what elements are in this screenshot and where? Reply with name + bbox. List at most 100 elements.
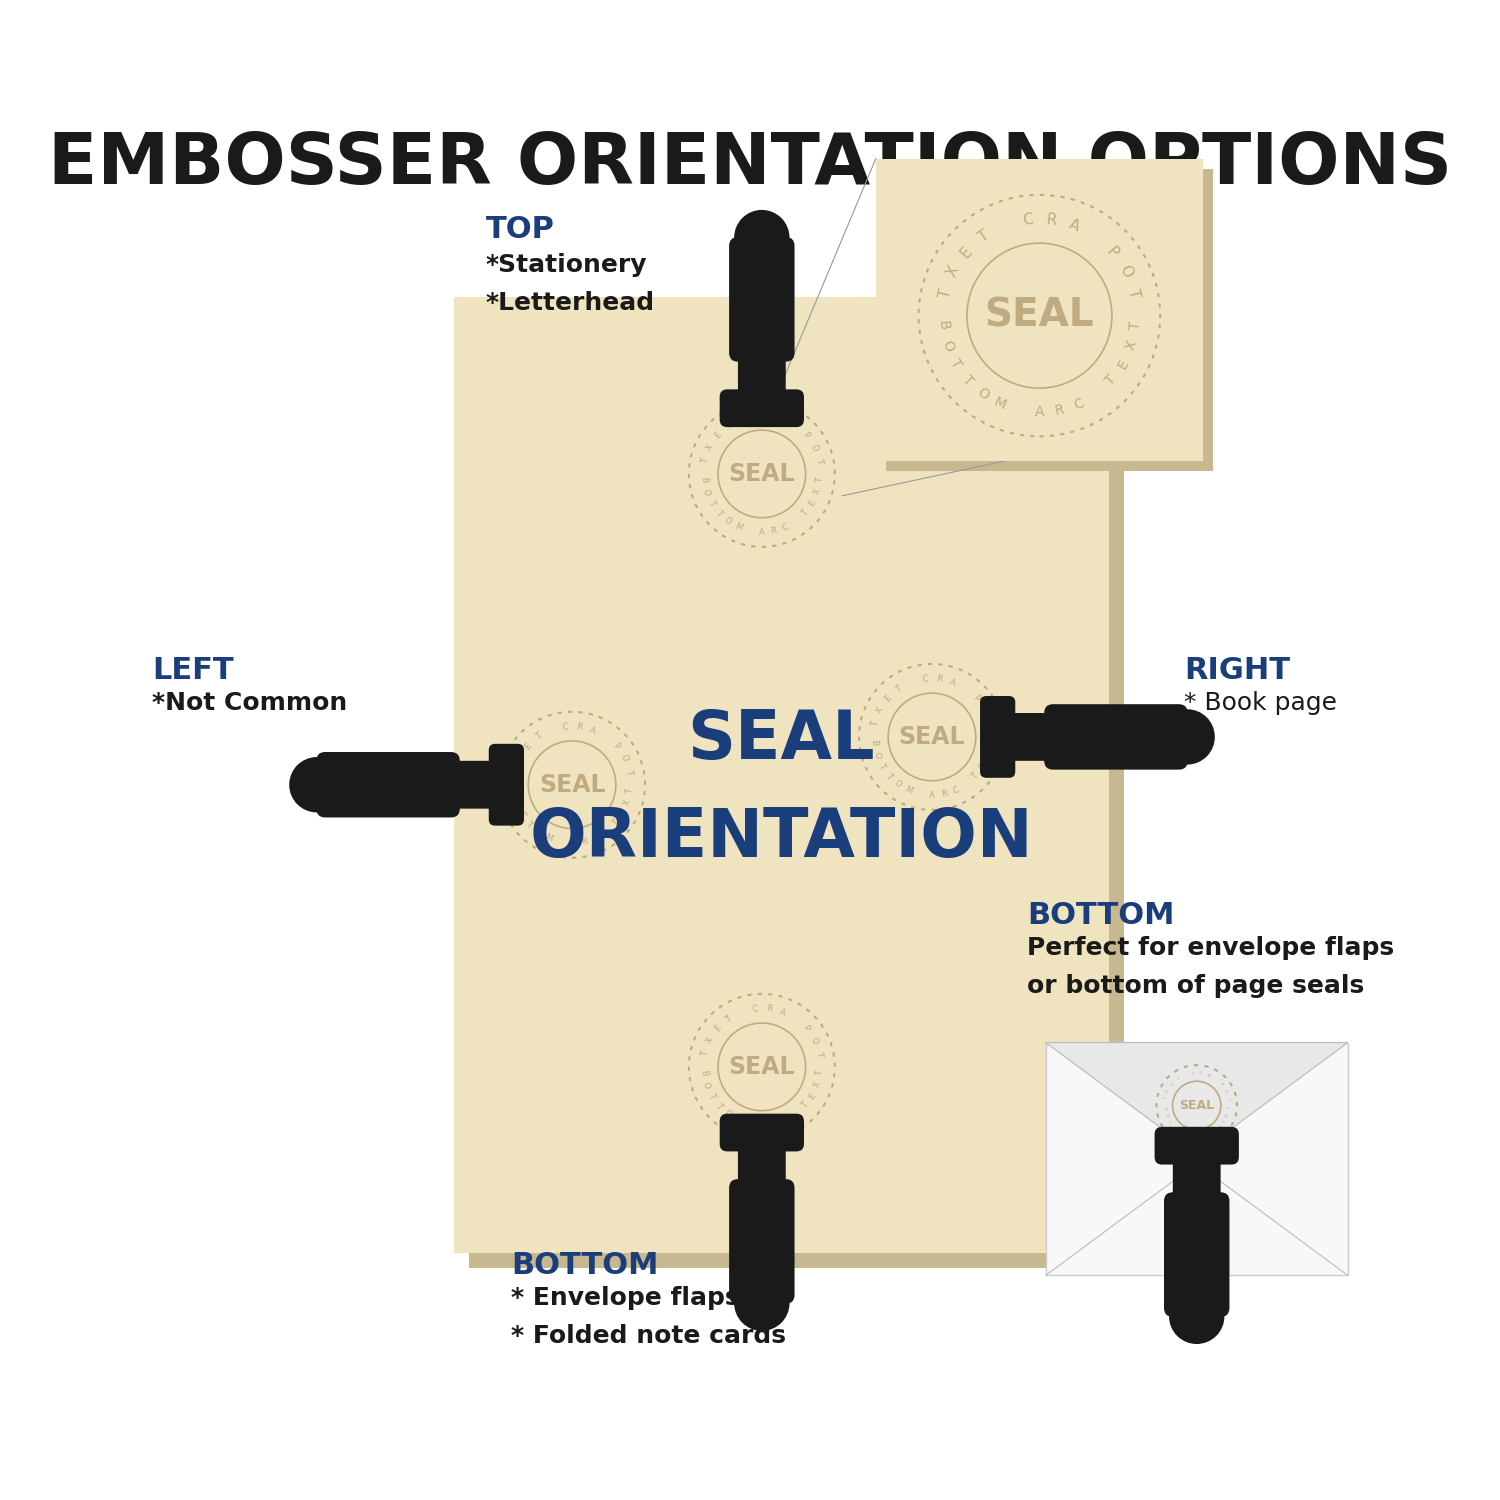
Text: * Envelope flaps: * Envelope flaps [512, 1286, 740, 1310]
Text: B: B [936, 320, 951, 332]
Text: T: T [1170, 1125, 1174, 1130]
Text: O: O [939, 338, 956, 352]
Text: B: B [868, 740, 879, 747]
Text: T: T [976, 228, 992, 246]
Text: R: R [765, 411, 772, 422]
Text: E: E [1114, 357, 1131, 370]
Text: T: T [1125, 288, 1142, 300]
Text: A: A [759, 1120, 765, 1130]
Text: M: M [543, 833, 554, 843]
Text: T: T [524, 819, 534, 828]
Text: X: X [1226, 1113, 1230, 1118]
Circle shape [1168, 1288, 1224, 1344]
Text: T: T [800, 1101, 810, 1112]
Text: SEAL: SEAL [687, 706, 876, 772]
Circle shape [734, 210, 789, 266]
Text: X: X [514, 753, 525, 764]
Text: T: T [984, 720, 994, 728]
Text: O: O [532, 827, 543, 837]
Text: A: A [1066, 216, 1082, 234]
Text: R: R [576, 722, 582, 732]
FancyBboxPatch shape [489, 744, 524, 825]
FancyBboxPatch shape [1004, 712, 1058, 760]
Text: R: R [940, 789, 948, 800]
FancyBboxPatch shape [470, 312, 1124, 1269]
Text: X: X [1124, 339, 1140, 352]
Text: T: T [800, 509, 810, 518]
Text: R: R [1198, 1071, 1203, 1076]
Text: A: A [928, 790, 934, 800]
Text: E: E [978, 762, 987, 771]
Text: M: M [1180, 1132, 1186, 1137]
Text: O: O [1222, 1089, 1228, 1094]
Text: C: C [752, 411, 758, 422]
Text: T: T [706, 498, 717, 507]
Text: R: R [765, 1004, 772, 1014]
Text: T: T [1218, 1125, 1222, 1130]
Text: B: B [699, 477, 708, 483]
Text: T: T [714, 509, 723, 518]
Text: C: C [1071, 396, 1086, 412]
Text: E: E [618, 810, 628, 819]
Text: X: X [705, 442, 716, 452]
Text: E: E [957, 243, 975, 261]
Text: or bottom of page seals: or bottom of page seals [1028, 974, 1364, 998]
FancyBboxPatch shape [316, 752, 460, 818]
Text: X: X [874, 706, 885, 716]
Text: O: O [722, 516, 734, 526]
Text: C: C [561, 722, 568, 732]
Text: T: T [884, 771, 894, 782]
Text: E: E [1170, 1082, 1174, 1086]
FancyBboxPatch shape [1164, 1192, 1230, 1317]
Text: T: T [714, 1101, 723, 1112]
Text: M: M [734, 522, 742, 532]
Circle shape [734, 1275, 789, 1330]
FancyBboxPatch shape [720, 390, 804, 427]
Text: X: X [622, 798, 633, 807]
Text: E: E [884, 693, 892, 703]
FancyBboxPatch shape [876, 159, 1203, 460]
FancyBboxPatch shape [738, 348, 786, 402]
Text: E: E [712, 1023, 723, 1034]
Polygon shape [1046, 1042, 1347, 1155]
Text: A: A [778, 1007, 788, 1017]
Text: A: A [1206, 1072, 1210, 1077]
Text: T: T [948, 357, 964, 370]
Text: R: R [1053, 402, 1065, 418]
Text: O: O [618, 753, 630, 764]
Text: A: A [759, 528, 765, 537]
FancyBboxPatch shape [1046, 1042, 1347, 1275]
Text: *Stationery: *Stationery [486, 254, 646, 278]
Text: T: T [815, 1070, 825, 1076]
Text: T: T [894, 684, 903, 694]
Text: M: M [903, 784, 914, 796]
FancyBboxPatch shape [738, 1138, 786, 1192]
FancyBboxPatch shape [729, 237, 795, 362]
Text: T: T [626, 788, 634, 794]
Text: O: O [700, 1080, 711, 1089]
Text: O: O [892, 778, 903, 789]
Text: C: C [782, 1114, 790, 1125]
Text: R: R [936, 674, 942, 684]
Text: P: P [801, 1023, 812, 1034]
Text: E: E [807, 1092, 818, 1101]
Text: C: C [1208, 1132, 1212, 1137]
Text: O: O [808, 1035, 819, 1046]
Text: O: O [974, 386, 992, 402]
Text: R: R [1046, 211, 1058, 228]
Text: B: B [699, 1070, 708, 1077]
Text: T: T [624, 768, 634, 776]
Text: X: X [705, 1035, 716, 1046]
Text: EMBOSSER ORIENTATION OPTIONS: EMBOSSER ORIENTATION OPTIONS [48, 130, 1452, 200]
Text: T: T [700, 1050, 709, 1058]
FancyBboxPatch shape [454, 297, 1108, 1254]
Text: C: C [782, 522, 790, 532]
Text: O: O [700, 488, 711, 496]
Text: SEAL: SEAL [729, 1054, 795, 1078]
Text: A: A [568, 839, 574, 848]
Text: P: P [1104, 244, 1120, 261]
Text: C: C [921, 674, 928, 684]
Text: T: T [723, 422, 734, 430]
Text: *Not Common: *Not Common [153, 692, 348, 715]
Text: T: T [986, 740, 994, 746]
